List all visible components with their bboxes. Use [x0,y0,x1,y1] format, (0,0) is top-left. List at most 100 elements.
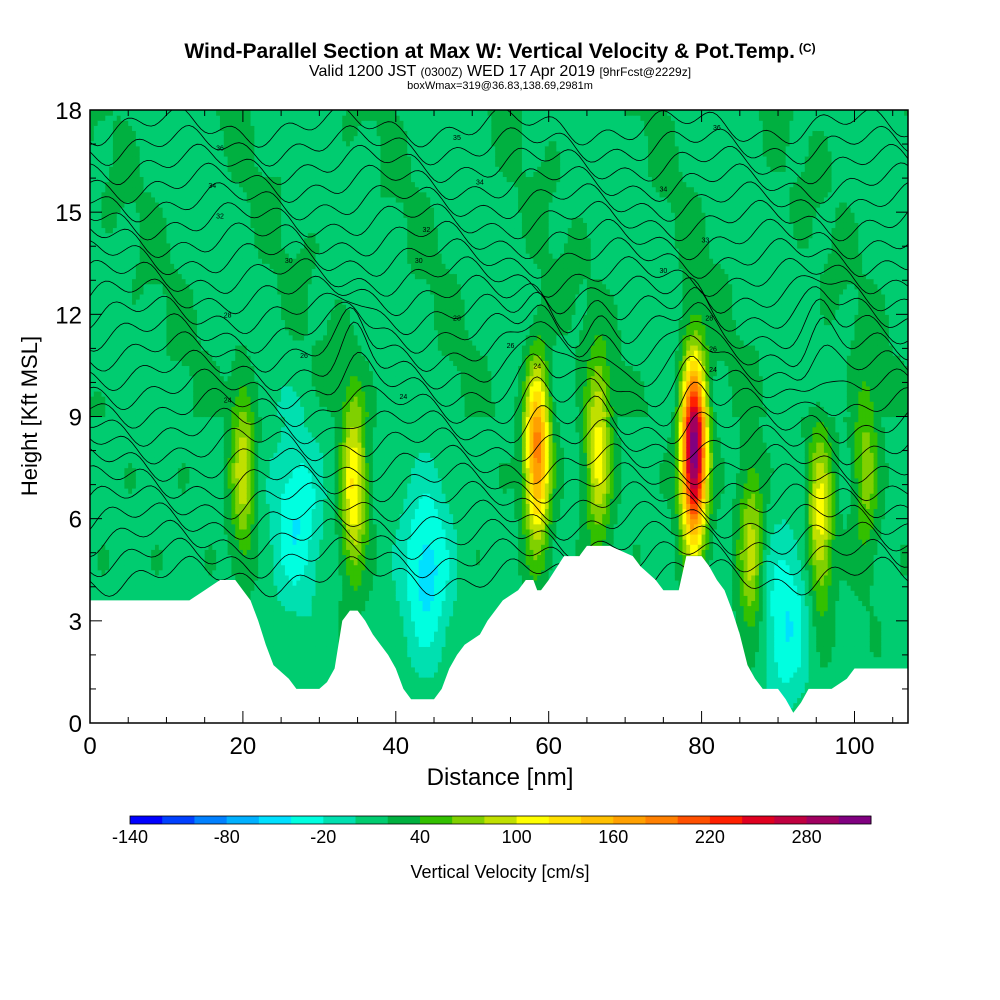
field-cell [242,324,248,331]
field-cell [212,447,217,453]
field-cell [204,564,210,571]
field-cell [177,544,183,550]
field-cell [239,574,244,581]
field-cell [242,457,248,464]
field-cell [242,135,248,142]
field-cell [170,549,175,556]
field-cell [116,498,122,504]
field-cell [204,370,210,377]
field-cell [193,273,198,280]
field-cell [193,569,198,576]
field-cell [116,401,122,407]
field-cell [170,115,175,121]
field-cell [185,549,190,556]
field-cell [227,166,233,172]
field-cell [154,217,160,223]
field-cell [90,513,95,520]
field-cell [166,467,171,474]
field-cell [154,426,160,433]
field-cell [166,503,171,510]
field-cell [200,447,206,453]
field-cell [128,166,133,172]
field-cell [112,513,118,520]
field-cell [120,370,125,377]
field-cell [185,212,190,218]
field-cell [235,559,240,566]
field-cell [158,344,164,351]
field-cell [216,457,221,464]
field-cell [216,339,221,346]
field-cell [174,355,179,361]
field-cell [120,442,125,448]
field-cell [97,574,103,581]
field-cell [177,447,183,453]
field-cell [227,110,233,116]
field-cell [151,120,156,126]
field-cell [112,539,118,545]
field-cell [109,498,114,504]
field-cell [197,339,202,346]
field-cell [174,390,179,397]
field-cell [177,590,183,596]
field-cell [128,283,133,290]
field-cell [128,436,133,443]
field-cell [151,125,156,132]
field-cell [204,166,210,172]
field-cell [189,452,194,458]
field-cell [158,421,164,428]
field-cell [162,314,168,321]
field-cell [223,324,229,331]
field-cell [170,263,175,269]
field-cell [231,140,236,147]
field-cell [223,436,229,443]
field-cell [208,273,213,280]
field-cell [242,288,248,295]
field-cell [177,212,183,218]
field-cell [158,503,164,510]
field-cell [227,539,233,545]
field-cell [90,426,95,433]
field-cell [231,120,236,126]
field-cell [90,539,95,545]
field-cell [120,263,125,269]
field-cell [93,488,99,494]
field-cell [132,166,137,172]
field-cell [132,431,137,438]
field-cell [124,258,129,264]
field-cell [132,222,137,229]
field-cell [93,334,99,341]
field-cell [189,385,194,392]
field-cell [128,120,133,126]
field-cell [227,145,233,152]
field-cell [154,549,160,556]
field-cell [90,493,95,499]
field-cell [208,247,213,254]
field-cell [189,544,194,550]
field-cell [105,115,110,121]
field-cell [189,344,194,351]
field-cell [235,380,240,387]
field-cell [93,155,99,162]
field-cell [116,375,122,382]
field-cell [223,457,229,464]
field-cell [242,212,248,218]
field-cell [162,549,168,556]
field-cell [204,186,210,193]
field-cell [181,278,187,285]
field-cell [147,396,152,402]
field-cell [219,431,225,438]
field-cell [200,201,206,208]
field-cell [193,365,198,372]
field-cell [158,201,164,208]
field-cell [204,431,210,438]
field-cell [177,569,183,576]
field-cell [112,442,118,448]
field-cell [93,130,99,137]
field-cell [204,339,210,346]
field-cell [139,421,145,428]
field-cell [147,283,152,290]
field-cell [135,467,141,474]
field-cell [200,181,206,188]
field-cell [132,488,137,494]
field-cell [135,350,141,356]
